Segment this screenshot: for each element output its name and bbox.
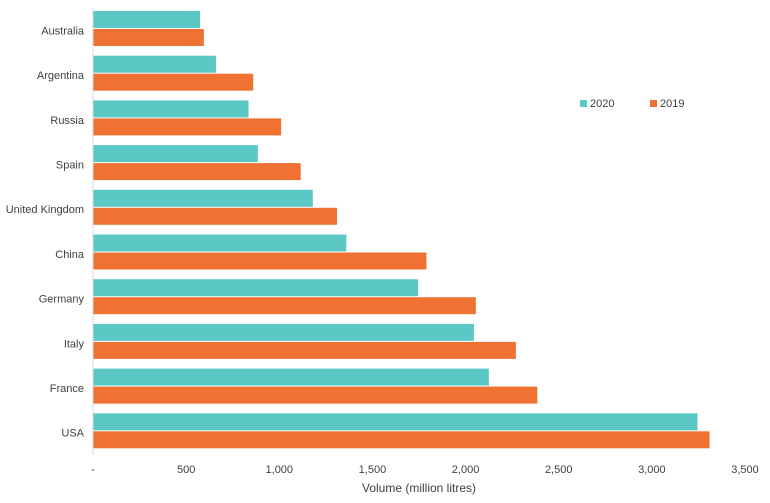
bar-france-2019 <box>93 386 538 404</box>
bar-italy-2020 <box>93 323 474 341</box>
x-tick-label-1500: 1,500 <box>359 464 387 476</box>
bars <box>93 11 710 449</box>
bar-usa-2020 <box>93 413 698 431</box>
category-label-china: China <box>55 249 85 261</box>
bar-argentina-2019 <box>93 73 254 91</box>
bar-argentina-2020 <box>93 55 216 73</box>
bar-australia-2019 <box>93 29 204 46</box>
bar-france-2020 <box>93 368 489 386</box>
category-label-australia: Australia <box>41 25 85 37</box>
category-label-argentina: Argentina <box>37 70 85 82</box>
legend-label-2020: 2020 <box>590 98 614 110</box>
legend-label-2019: 2019 <box>660 98 684 110</box>
x-axis-title: Volume (million litres) <box>362 481 476 495</box>
category-label-italy: Italy <box>64 338 85 350</box>
x-tick-labels: - 500 1,000 1,500 2,000 2,500 3,000 3,500 <box>91 464 759 476</box>
bar-australia-2020 <box>93 11 201 28</box>
x-tick-label-0: - <box>91 464 95 476</box>
category-label-usa: USA <box>61 428 84 440</box>
category-label-france: France <box>50 383 84 395</box>
category-label-spain: Spain <box>56 159 84 171</box>
x-tick-label-500: 500 <box>177 464 195 476</box>
x-tick-label-2000: 2,000 <box>452 464 480 476</box>
bar-russia-2019 <box>93 118 282 136</box>
bar-spain-2020 <box>93 145 258 163</box>
bar-united-kingdom-2019 <box>93 207 338 225</box>
category-label-russia: Russia <box>50 115 85 127</box>
bar-china-2020 <box>93 234 347 252</box>
bar-united-kingdom-2020 <box>93 189 313 207</box>
bar-china-2019 <box>93 252 427 270</box>
category-label-united-kingdom: United Kingdom <box>6 204 84 216</box>
bar-germany-2020 <box>93 279 419 297</box>
category-label-germany: Germany <box>39 294 85 306</box>
category-labels: Australia Argentina Russia Spain United King… <box>6 25 85 439</box>
bar-usa-2019 <box>93 431 710 449</box>
bar-germany-2019 <box>93 297 476 315</box>
bar-italy-2019 <box>93 341 516 359</box>
x-tick-label-3000: 3,000 <box>638 464 666 476</box>
legend-swatch-2019 <box>650 100 657 107</box>
legend: 2020 2019 <box>580 98 684 110</box>
x-tick-label-3500: 3,500 <box>731 464 759 476</box>
legend-swatch-2020 <box>580 100 587 107</box>
x-tick-label-1000: 1,000 <box>266 464 294 476</box>
bar-russia-2020 <box>93 100 249 118</box>
x-tick-label-2500: 2,500 <box>545 464 573 476</box>
bar-spain-2019 <box>93 163 301 181</box>
